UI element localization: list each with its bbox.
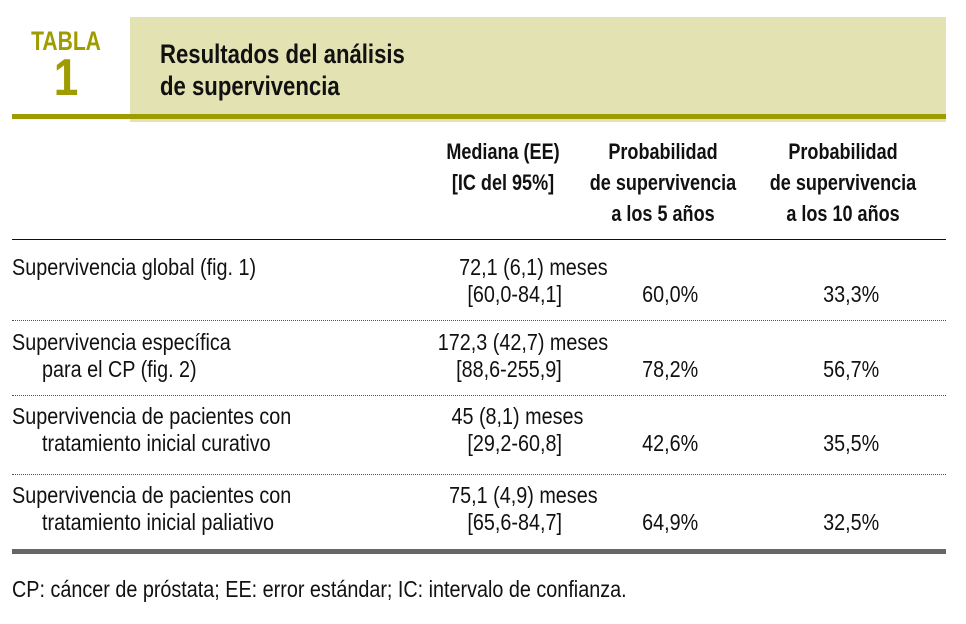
median-value: 72,1 (6,1) meses: [459, 254, 608, 280]
table-title-line2: de supervivencia: [160, 71, 340, 101]
column-header-line: a los 5 años: [611, 201, 715, 226]
row-divider: [12, 320, 946, 321]
row-label-continued: para el CP (fig. 2): [42, 356, 197, 382]
prob-5yr: 60,0%: [641, 281, 698, 307]
column-header-line: Probabilidad: [788, 139, 898, 164]
prob-10yr: 32,5%: [822, 509, 879, 535]
table-row: Supervivencia de pacientes con tratamien…: [0, 403, 966, 483]
header-rule: [12, 114, 946, 119]
column-header-line: Mediana (EE): [446, 139, 560, 164]
row-label: Supervivencia específica: [12, 329, 231, 355]
ci-value: [60,0-84,1]: [467, 281, 562, 307]
table-row: Supervivencia de pacientes con tratamien…: [0, 482, 966, 562]
ci-value: [65,6-84,7]: [467, 509, 562, 535]
column-header-line: de supervivencia: [769, 170, 917, 195]
median-value: 172,3 (42,7) meses: [437, 329, 608, 355]
row-label-continued: tratamiento inicial curativo: [42, 430, 271, 456]
row-label: Supervivencia de pacientes con: [12, 482, 292, 508]
row-label: Supervivencia de pacientes con: [12, 403, 292, 429]
column-header-divider: [12, 239, 946, 240]
footnote: CP: cáncer de próstata; EE: error estánd…: [12, 576, 627, 602]
column-header-line: Probabilidad: [608, 139, 718, 164]
median-value: 45 (8,1) meses: [451, 403, 583, 429]
ci-value: [88,6-255,9]: [456, 356, 562, 382]
table-bottom-rule: [12, 549, 946, 554]
column-header-5yr: Probabilidad de supervivencia a los 5 añ…: [581, 136, 745, 229]
table-label: TABLA: [31, 26, 101, 56]
prob-10yr: 33,3%: [822, 281, 879, 307]
prob-5yr: 64,9%: [641, 509, 698, 535]
column-header-line: [IC del 95%]: [451, 170, 555, 195]
column-header-line: a los 10 años: [786, 201, 900, 226]
prob-10yr: 56,7%: [822, 356, 879, 382]
row-divider: [12, 395, 946, 396]
table-title-line1: Resultados del análisis: [160, 39, 405, 69]
ci-value: [29,2-60,8]: [467, 430, 562, 456]
prob-5yr: 78,2%: [641, 356, 698, 382]
table-row: Supervivencia específica para el CP (fig…: [0, 329, 966, 409]
row-label: Supervivencia global (fig. 1): [12, 254, 257, 280]
column-header-10yr: Probabilidad de supervivencia a los 10 a…: [761, 136, 925, 229]
row-divider: [12, 474, 946, 475]
column-header-line: de supervivencia: [589, 170, 737, 195]
median-value: 75,1 (4,9) meses: [449, 482, 598, 508]
table-number: 1: [53, 49, 79, 107]
row-label-continued: tratamiento inicial paliativo: [42, 509, 274, 535]
prob-10yr: 35,5%: [822, 430, 879, 456]
prob-5yr: 42,6%: [641, 430, 698, 456]
title-banner: [130, 17, 946, 122]
table-title: Resultados del análisis de supervivencia: [160, 38, 405, 102]
table-row: Supervivencia global (fig. 1) 72,1 (6,1)…: [0, 254, 966, 334]
column-header-median: Mediana (EE) [IC del 95%]: [425, 136, 581, 198]
